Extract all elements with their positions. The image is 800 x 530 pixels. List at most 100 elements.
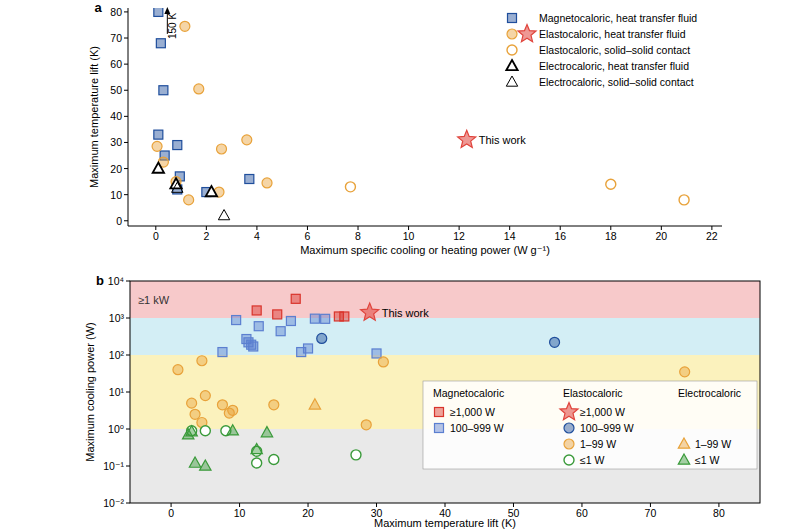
legend-marker <box>508 14 517 23</box>
point <box>340 312 349 321</box>
y-tick <box>126 281 130 282</box>
point <box>200 391 210 401</box>
point <box>252 458 262 468</box>
point <box>242 135 252 145</box>
series <box>153 163 217 197</box>
y-tick-label: 0 <box>116 215 122 227</box>
y-tick-label: 70 <box>110 32 122 44</box>
band <box>130 281 760 318</box>
legend-marker <box>518 25 536 42</box>
legend-label: Electrocaloric, solid–solid contact <box>539 76 694 88</box>
x-tick-label: 14 <box>504 230 516 242</box>
y-axis-label: Maximum temperature lift (K) <box>88 46 100 188</box>
point <box>156 39 165 48</box>
point <box>217 400 227 410</box>
legend-marker <box>564 423 574 433</box>
series <box>309 399 320 409</box>
y-tick-label: 10⁻² <box>103 497 124 509</box>
legend-group: Electrocaloric <box>678 387 741 399</box>
panel-label: a <box>94 0 102 15</box>
point <box>361 420 371 430</box>
legend-label: 1–99 W <box>580 438 616 450</box>
legend-label: ≤1 W <box>580 454 605 466</box>
y-tick-label: 10 <box>110 189 122 201</box>
y-tick <box>126 318 130 319</box>
series <box>218 314 381 358</box>
point <box>261 427 272 437</box>
legend-marker <box>435 424 444 433</box>
y-tick <box>124 194 128 195</box>
annotation: This work <box>382 307 430 319</box>
series <box>154 8 254 197</box>
x-tick-label: 8 <box>355 230 361 242</box>
y-tick <box>124 64 128 65</box>
point <box>550 337 560 347</box>
x-tick-label: 6 <box>305 230 311 242</box>
legend-label: Magnetocaloric, heat transfer fluid <box>539 12 697 24</box>
x-tick-label: 60 <box>576 507 588 519</box>
legend-label: Elastocaloric, heat transfer fluid <box>539 28 686 40</box>
x-tick-label: 4 <box>254 230 260 242</box>
y-axis-label: Maximum cooling power (W) <box>84 322 96 461</box>
point <box>252 306 261 315</box>
y-tick-label: 10² <box>109 349 125 361</box>
y-tick <box>124 116 128 117</box>
point <box>200 460 211 470</box>
x-tick-label: 22 <box>706 230 718 242</box>
point <box>458 130 476 147</box>
point <box>187 426 197 436</box>
series <box>317 333 560 347</box>
point <box>276 327 285 336</box>
point <box>173 365 183 375</box>
legend-label: 1–99 W <box>695 438 731 450</box>
point <box>173 141 182 150</box>
point <box>310 314 319 323</box>
x-tick-label: 18 <box>605 230 617 242</box>
y-tick-label: 10⁴ <box>108 275 124 287</box>
series <box>252 294 349 321</box>
bands <box>130 281 760 503</box>
point <box>291 294 300 303</box>
point <box>180 21 190 31</box>
legend-marker <box>564 455 574 465</box>
series <box>183 425 273 471</box>
x-tick-label: 10 <box>234 507 246 519</box>
y-tick <box>124 11 128 12</box>
point <box>184 195 194 205</box>
point <box>154 8 163 16</box>
x-tick-label: 16 <box>554 230 566 242</box>
point <box>254 322 263 331</box>
y-tick <box>126 503 130 504</box>
x-axis-label: Maximum temperature lift (K) <box>374 517 516 529</box>
x-tick-label: 80 <box>713 507 725 519</box>
legend-label: 100–999 W <box>450 422 504 434</box>
legend-marker <box>678 438 689 448</box>
point <box>317 333 327 343</box>
point <box>262 178 272 188</box>
point <box>227 425 238 435</box>
point <box>273 310 282 319</box>
legend-marker <box>507 45 517 55</box>
x-axis-line <box>128 226 722 227</box>
figure: 024681012141618202201020304050607080Maxi… <box>0 0 800 530</box>
point <box>228 405 238 415</box>
point <box>245 175 254 184</box>
panel-a: 024681012141618202201020304050607080Maxi… <box>88 0 722 256</box>
y-tick <box>124 38 128 39</box>
band-label: ≥1 kW <box>138 294 170 306</box>
point <box>372 349 381 358</box>
point <box>218 348 227 357</box>
y-tick <box>124 90 128 91</box>
legend: Magnetocaloric, heat transfer fluid Elast… <box>506 12 697 88</box>
panel-b: ≥1 kW0102030405060708010⁻²10⁻¹10⁰10¹10²1… <box>84 273 760 529</box>
point <box>679 195 689 205</box>
point <box>200 426 210 436</box>
point <box>190 409 200 419</box>
y-tick-label: 50 <box>110 84 122 96</box>
series <box>152 21 272 205</box>
legend-group: Elastocaloric <box>563 387 623 399</box>
point <box>251 443 262 453</box>
y-tick-label: 40 <box>110 110 122 122</box>
plot-frame <box>130 281 760 503</box>
legend-label: Electrocaloric, heat transfer fluid <box>539 60 689 72</box>
